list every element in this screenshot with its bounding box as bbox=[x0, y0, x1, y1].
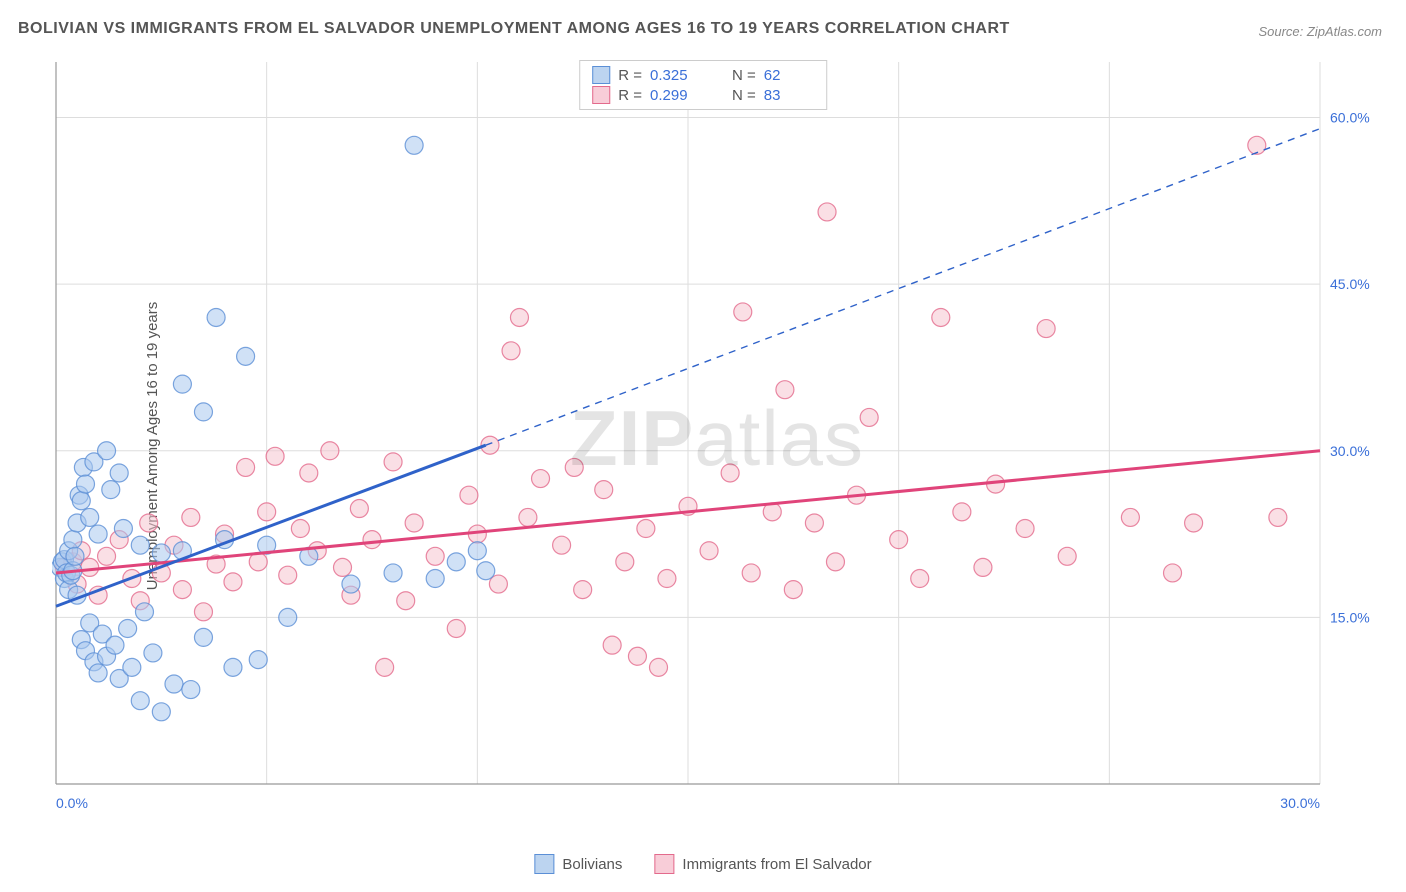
stats-n-label: N = bbox=[732, 87, 756, 104]
svg-text:45.0%: 45.0% bbox=[1330, 276, 1370, 292]
legend-item-1: Bolivians bbox=[534, 854, 622, 874]
stats-n-value-2: 83 bbox=[764, 87, 814, 104]
chart-title: BOLIVIAN VS IMMIGRANTS FROM EL SALVADOR … bbox=[18, 20, 1010, 38]
legend-item-2: Immigrants from El Salvador bbox=[654, 854, 871, 874]
svg-text:60.0%: 60.0% bbox=[1330, 110, 1370, 126]
plot-area: 15.0%30.0%45.0%60.0%0.0%30.0% ZIPatlas bbox=[52, 58, 1382, 828]
stats-r-value-2: 0.299 bbox=[650, 87, 700, 104]
svg-text:15.0%: 15.0% bbox=[1330, 609, 1370, 625]
swatch-series1 bbox=[592, 66, 610, 84]
legend-label-1: Bolivians bbox=[562, 856, 622, 873]
stats-legend-box: R = 0.325 N = 62 R = 0.299 N = 83 bbox=[579, 60, 827, 110]
svg-text:30.0%: 30.0% bbox=[1280, 795, 1320, 811]
legend-label-2: Immigrants from El Salvador bbox=[682, 856, 871, 873]
stats-row-series1: R = 0.325 N = 62 bbox=[592, 65, 814, 85]
bottom-legend: Bolivians Immigrants from El Salvador bbox=[534, 854, 871, 874]
legend-swatch-1 bbox=[534, 854, 554, 874]
stats-r-label: R = bbox=[618, 67, 642, 84]
svg-text:30.0%: 30.0% bbox=[1330, 443, 1370, 459]
stats-n-label: N = bbox=[732, 67, 756, 84]
source-label: Source: ZipAtlas.com bbox=[1258, 24, 1382, 39]
svg-text:0.0%: 0.0% bbox=[56, 795, 88, 811]
stats-r-label: R = bbox=[618, 87, 642, 104]
stats-r-value-1: 0.325 bbox=[650, 67, 700, 84]
swatch-series2 bbox=[592, 86, 610, 104]
legend-swatch-2 bbox=[654, 854, 674, 874]
stats-n-value-1: 62 bbox=[764, 67, 814, 84]
chart-svg: 15.0% 30.0% 45.0% 60.0% 0.0% 30.0% bbox=[52, 58, 1382, 828]
stats-row-series2: R = 0.299 N = 83 bbox=[592, 85, 814, 105]
